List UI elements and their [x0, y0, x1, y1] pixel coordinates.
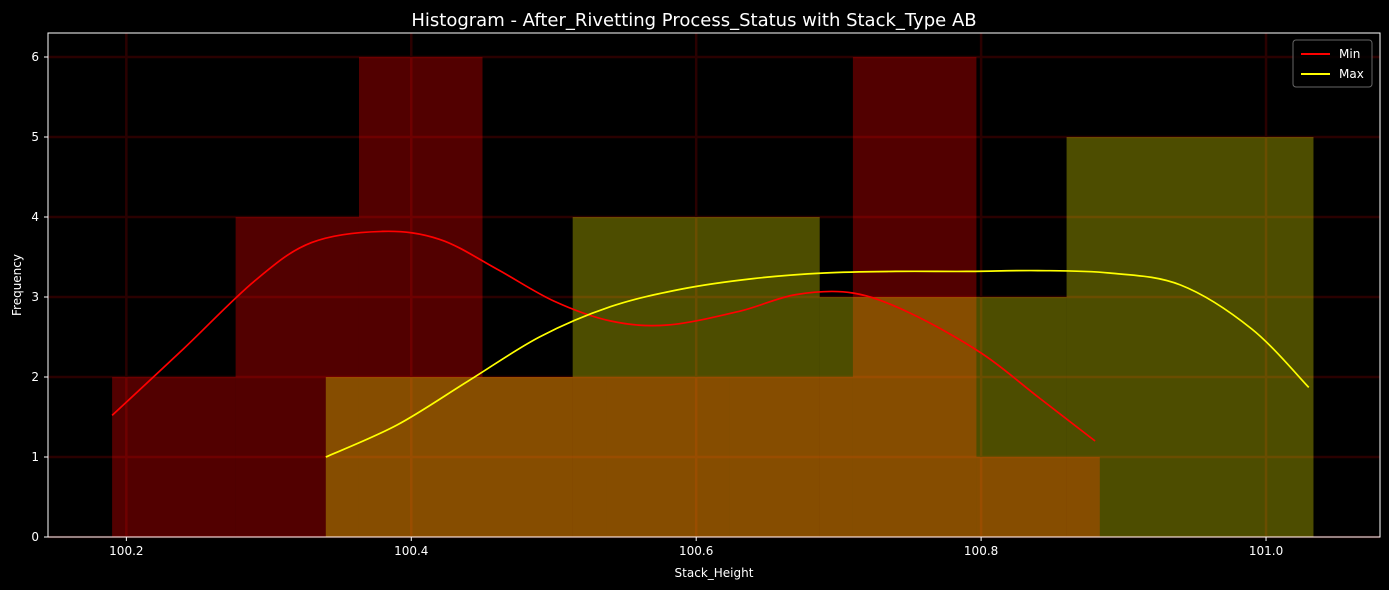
x-tick-label: 100.4: [394, 544, 428, 558]
histogram-bar-min: [976, 457, 1100, 537]
histogram-bar-min: [729, 377, 853, 537]
histogram-bar-max: [325, 377, 573, 537]
y-tick-label: 6: [31, 50, 39, 64]
legend-box: [1292, 39, 1373, 88]
x-tick-label: 100.8: [964, 544, 998, 558]
y-tick-label: 3: [31, 290, 39, 304]
kde-line-min: [111, 230, 1096, 442]
chart-title: Histogram - After_Rivetting Process_Stat…: [411, 10, 976, 31]
y-tick-label: 4: [31, 210, 39, 224]
plot-frame: [47, 32, 1381, 538]
x-tick-label: 100.2: [109, 544, 143, 558]
histogram-bar-min: [852, 57, 977, 537]
histogram-bar-min: [112, 377, 236, 537]
x-tick-label: 100.6: [679, 544, 713, 558]
histogram-bar-min: [606, 377, 730, 537]
y-tick-label: 2: [31, 370, 39, 384]
kde-line-max: [325, 269, 1310, 458]
histogram-bar-min: [235, 217, 359, 537]
grid-lines: [48, 33, 1380, 539]
histogram-bar-min: [358, 57, 483, 537]
histogram-bar-max: [819, 297, 1067, 537]
x-tick-label: 101.0: [1249, 544, 1283, 558]
histogram-bars: [112, 57, 1314, 537]
legend-min-label: Min: [1339, 47, 1360, 61]
y-axis-label: Frequency: [10, 254, 24, 316]
y-tick-label: 0: [31, 530, 39, 544]
kde-curves: [111, 230, 1310, 458]
axis-ticks: 100.2 100.4 100.6 100.8 101.0 0 1 2 3 4 5 6: [31, 50, 1283, 558]
y-tick-label: 1: [31, 450, 39, 464]
histogram-bar-min: [482, 377, 607, 537]
x-axis-label: Stack_Height: [675, 566, 754, 580]
legend-max-label: Max: [1339, 67, 1364, 81]
histogram-bar-max: [572, 217, 820, 537]
histogram-bar-max: [1066, 137, 1314, 537]
y-tick-label: 5: [31, 130, 39, 144]
legend: Min Max: [1292, 39, 1373, 88]
